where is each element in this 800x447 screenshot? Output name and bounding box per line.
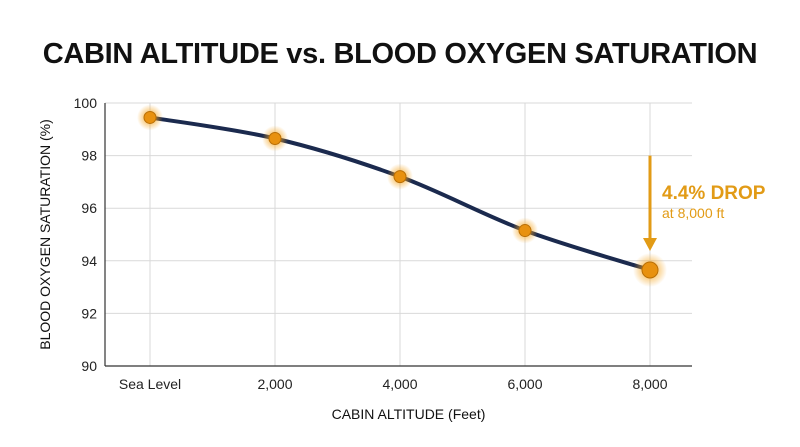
x-tick-label: 6,000 [507, 376, 542, 392]
x-tick-label: 4,000 [382, 376, 417, 392]
grid [105, 102, 692, 367]
axes: 90 92 94 96 98 100 Sea Level 2,000 4,000 6,000 8,0… [74, 95, 692, 392]
y-axis-title: BLOOD OXYGEN SATURATION (%) [37, 119, 53, 350]
x-axis-title: CABIN ALTITUDE (Feet) [332, 406, 486, 422]
y-tick-label: 100 [74, 95, 98, 111]
data-point [393, 170, 407, 184]
data-points [137, 104, 667, 288]
data-point [641, 261, 659, 279]
y-tick-label: 98 [81, 148, 97, 164]
data-point [518, 224, 532, 238]
y-tick-label: 92 [81, 305, 97, 321]
annotation-arrow-head [643, 238, 657, 252]
x-tick-label: 8,000 [632, 376, 667, 392]
chart-title: CABIN ALTITUDE vs. BLOOD OXYGEN SATURATI… [42, 38, 758, 70]
y-tick-label: 94 [81, 253, 97, 269]
annotation-label: 4.4% DROP [662, 183, 766, 204]
x-tick-label: Sea Level [119, 376, 181, 392]
data-point [143, 110, 157, 124]
annotation-sublabel: at 8,000 ft [662, 205, 724, 221]
y-tick-label: 90 [81, 358, 97, 374]
data-point [268, 132, 282, 146]
y-tick-label: 96 [81, 200, 97, 216]
x-tick-label: 2,000 [257, 376, 292, 392]
